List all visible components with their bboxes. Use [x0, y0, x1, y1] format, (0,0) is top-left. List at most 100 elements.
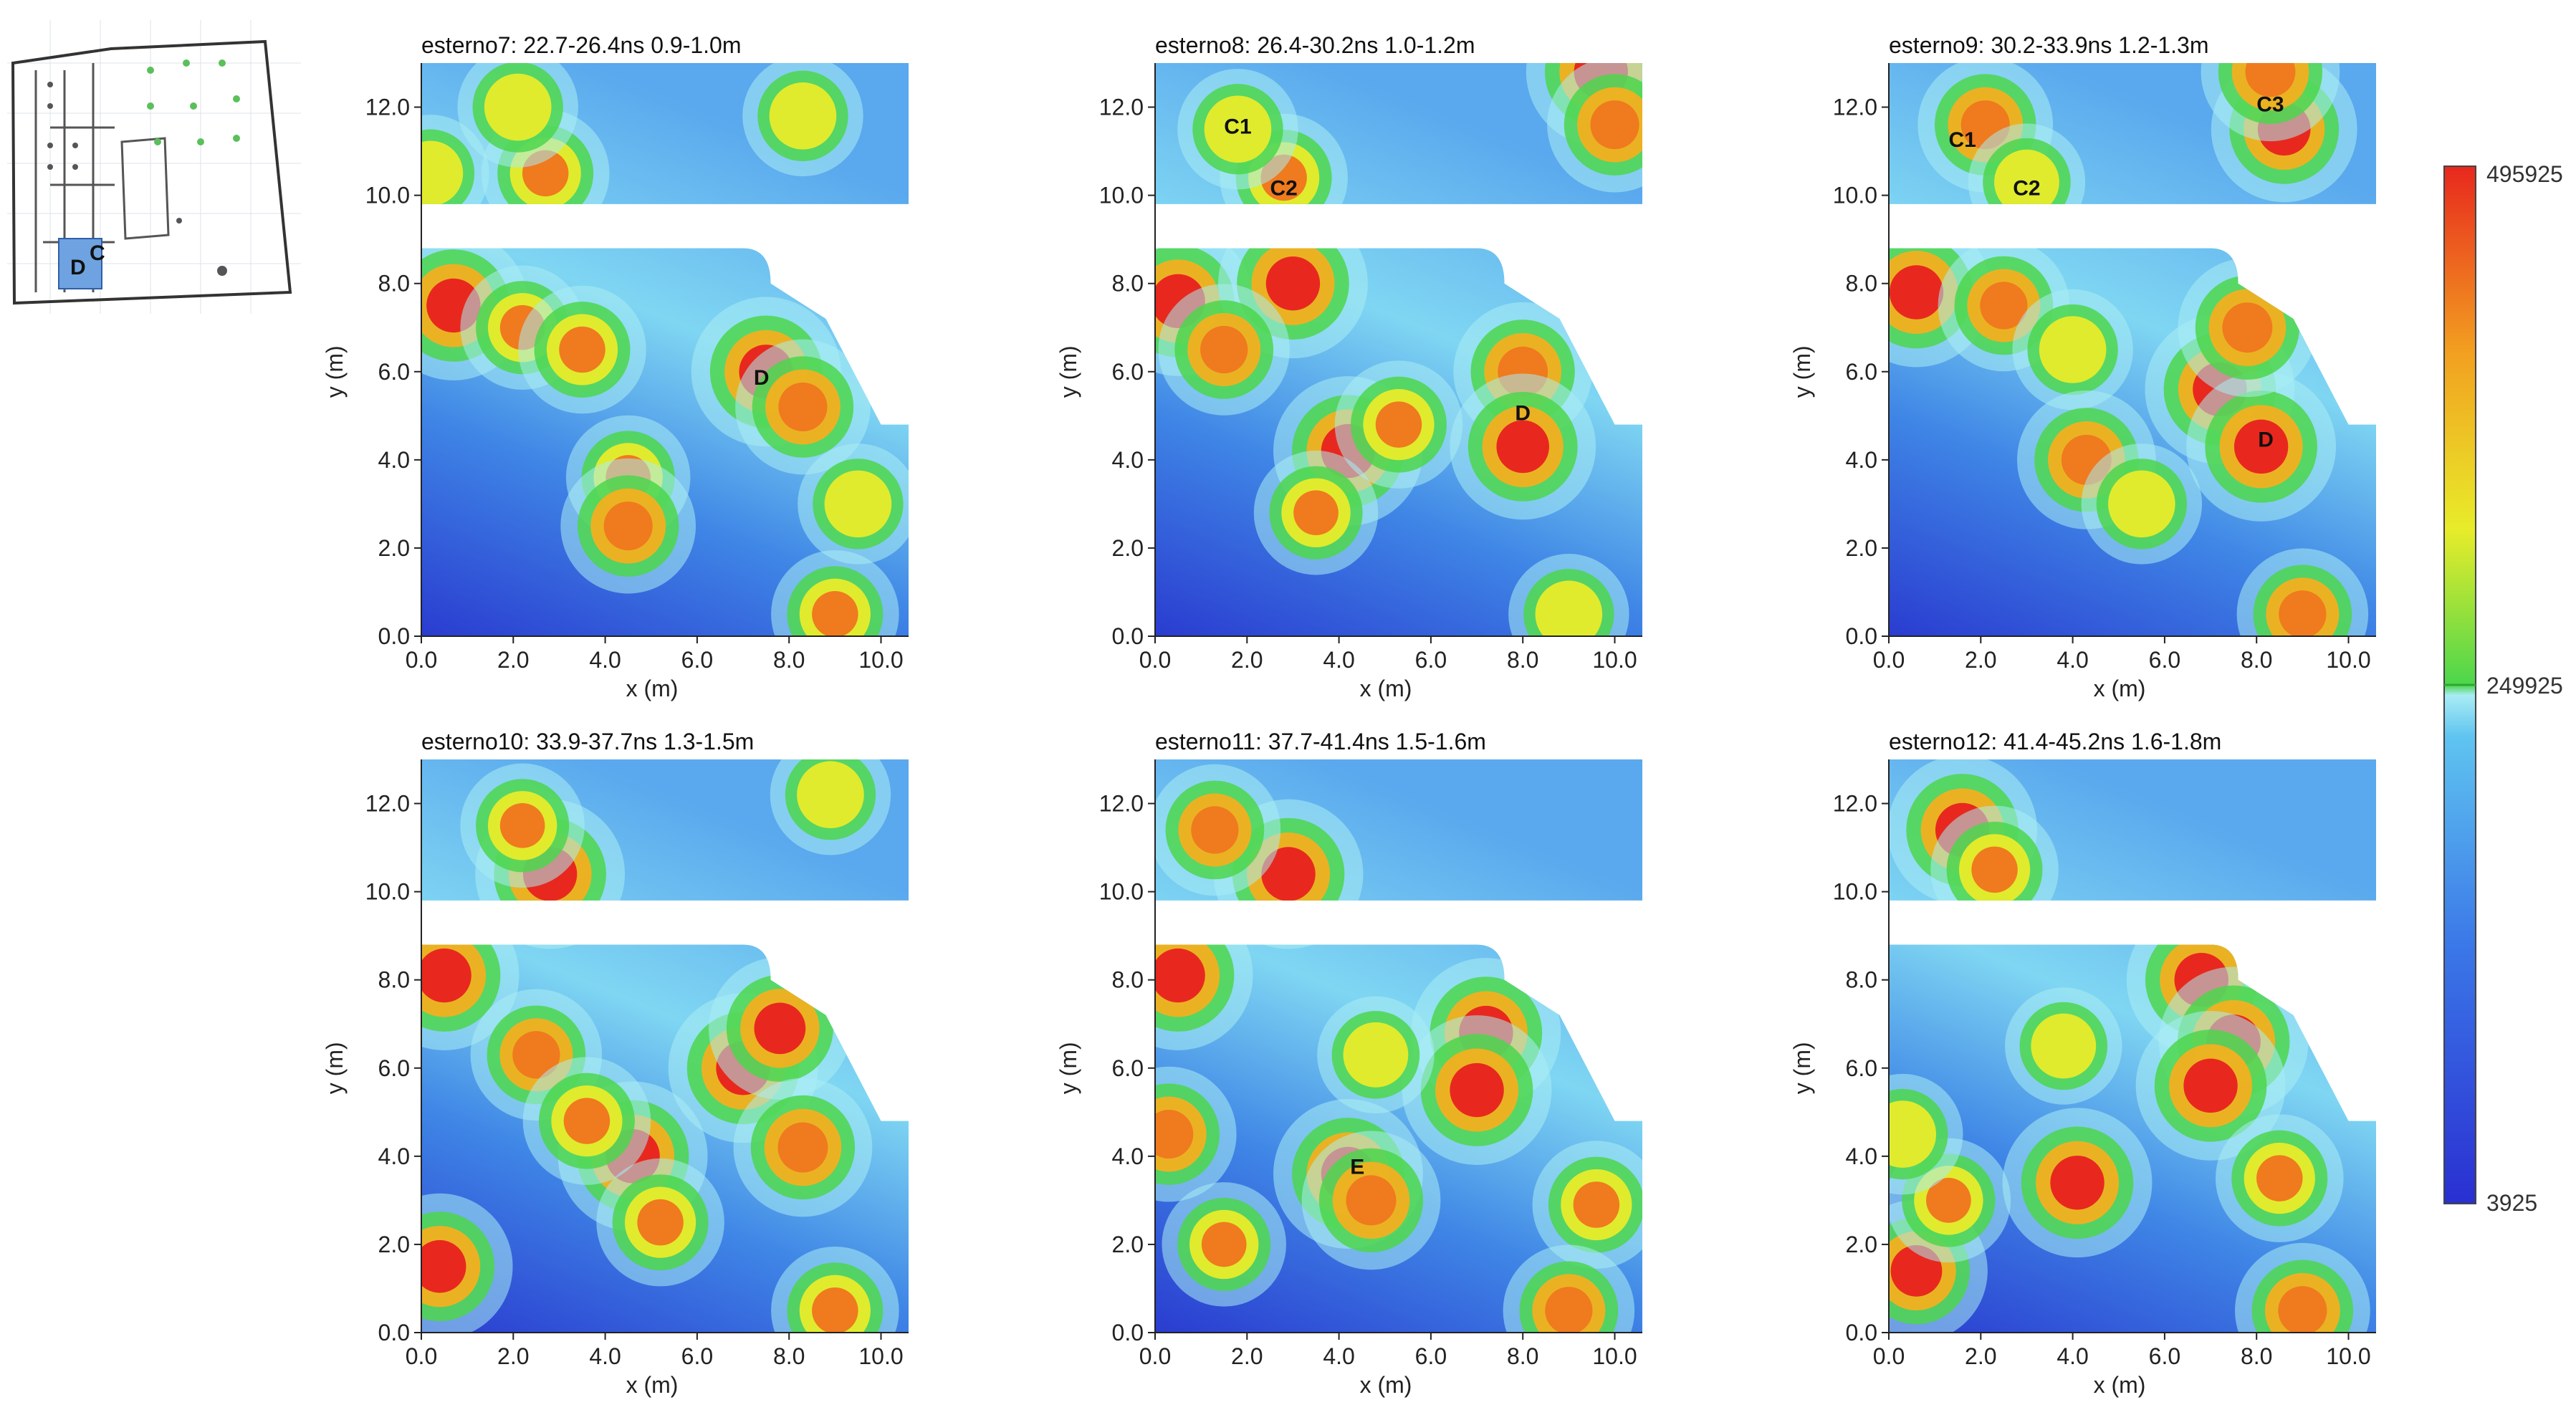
hotspot-core — [1573, 1181, 1620, 1228]
heatmap-panel-1: esterno7: 22.7-26.4ns 0.9-1.0m 0.0 2.0 4.0 6… — [322, 32, 909, 701]
colorbar-min-label: 3925 — [2486, 1190, 2537, 1216]
y-tick-label: 8.0 — [1846, 271, 1877, 297]
heatmap-field — [1155, 63, 1642, 636]
x-tick-label: 6.0 — [2149, 647, 2180, 673]
y-tick-label: 2.0 — [378, 535, 410, 561]
panel-title: esterno7: 22.7-26.4ns 0.9-1.0m — [421, 32, 742, 58]
y-tick-label: 10.0 — [365, 879, 410, 905]
x-tick-label: 8.0 — [1507, 647, 1538, 673]
hotspot-core — [1375, 401, 1422, 448]
x-tick-label: 0.0 — [1139, 647, 1171, 673]
y-tick-label: 12.0 — [1099, 791, 1144, 817]
x-tick-label: 4.0 — [2057, 1343, 2088, 1369]
y-tick-label: 6.0 — [1112, 1055, 1144, 1081]
y-axis-label: y (m) — [1789, 345, 1815, 398]
y-tick-label: 8.0 — [378, 271, 410, 297]
y-tick-label: 12.0 — [1833, 95, 1877, 120]
y-tick-label: 6.0 — [1846, 359, 1877, 385]
hotspot-core — [1590, 100, 1639, 150]
hotspot-core — [1191, 806, 1239, 854]
heatmap-panel-5: esterno11: 37.7-41.4ns 1.5-1.6m 0.0 2.0 4.0… — [1055, 729, 1642, 1398]
hotspot-core — [603, 502, 653, 551]
annotation-label: C2 — [1270, 177, 1297, 201]
hotspot-yellow — [484, 73, 552, 141]
panel-title: esterno11: 37.7-41.4ns 1.5-1.6m — [1155, 729, 1486, 754]
hotspot-core — [1261, 847, 1316, 901]
y-tick-label: 0.0 — [1846, 1320, 1877, 1345]
hotspot-core — [1450, 1062, 1504, 1118]
hotspot-core — [2256, 1155, 2303, 1201]
hotspot-core — [499, 802, 545, 848]
y-tick-label: 10.0 — [1833, 879, 1877, 905]
hotspot-core — [2278, 1286, 2327, 1333]
x-tick-label: 0.0 — [1139, 1343, 1171, 1369]
x-tick-label: 0.0 — [406, 647, 437, 673]
x-tick-label: 2.0 — [497, 1343, 529, 1369]
y-tick-label: 0.0 — [378, 623, 410, 649]
x-tick-label: 8.0 — [2241, 647, 2272, 673]
annotation-label: C1 — [1948, 128, 1976, 152]
y-tick-label: 6.0 — [378, 359, 410, 385]
hotspot-yellow — [769, 82, 837, 150]
heatmap-field — [1889, 63, 2376, 636]
annotation-label: D — [754, 366, 770, 390]
y-tick-label: 12.0 — [365, 791, 410, 817]
heatmap-field — [421, 759, 909, 1333]
site-map-label-d: D — [70, 256, 86, 279]
heatmap-panel-2: esterno8: 26.4-30.2ns 1.0-1.2m 0.0 2.0 4.0 6… — [1055, 32, 1642, 701]
x-tick-label: 4.0 — [2057, 647, 2088, 673]
y-tick-label: 10.0 — [365, 183, 410, 208]
hotspot-yellow — [1204, 95, 1272, 163]
y-tick-label: 2.0 — [1112, 535, 1144, 561]
colorbar-max-label: 495925 — [2486, 161, 2563, 187]
x-tick-label: 8.0 — [773, 647, 805, 673]
heatmap-field — [1889, 759, 2376, 1333]
hotspot-yellow — [1994, 149, 2059, 215]
x-tick-label: 4.0 — [1323, 1343, 1354, 1369]
y-tick-label: 4.0 — [1846, 1143, 1877, 1169]
y-tick-label: 8.0 — [1846, 967, 1877, 993]
heatmap-field — [1155, 759, 1642, 1333]
y-tick-label: 6.0 — [1112, 359, 1144, 385]
x-tick-label: 2.0 — [497, 647, 529, 673]
y-tick-label: 0.0 — [1112, 623, 1144, 649]
hotspot-core — [1496, 420, 1549, 474]
hotspot-core — [1201, 1222, 1247, 1267]
hotspot-core — [421, 1239, 466, 1293]
hotspot-yellow — [2031, 1013, 2097, 1079]
hotspot-yellow — [1343, 1022, 1409, 1088]
hotspot-core — [421, 948, 471, 1003]
hotspot-yellow — [2108, 470, 2175, 538]
x-tick-label: 10.0 — [2326, 647, 2370, 673]
y-axis-label: y (m) — [322, 345, 348, 398]
y-tick-label: 6.0 — [378, 1055, 410, 1081]
heatmap-panel-6: esterno12: 41.4-45.2ns 1.6-1.8m 0.0 2.0 4.0… — [1789, 729, 2376, 1398]
hotspot-core — [2233, 419, 2289, 474]
x-axis-label: x (m) — [626, 676, 679, 701]
colorbar-mid-label: 249925 — [2486, 673, 2563, 699]
hotspot-core — [1980, 282, 2028, 330]
x-axis-label: x (m) — [2094, 1372, 2146, 1398]
heatmap-field — [421, 63, 909, 636]
panel-title: esterno12: 41.4-45.2ns 1.6-1.8m — [1889, 729, 2221, 754]
heatmap-panel-4: esterno10: 33.9-37.7ns 1.3-1.5m 0.0 2.0 4.0… — [322, 729, 909, 1398]
hotspot-core — [1293, 490, 1339, 536]
x-tick-label: 4.0 — [1323, 647, 1354, 673]
x-tick-label: 2.0 — [1231, 1343, 1263, 1369]
y-tick-label: 2.0 — [1846, 535, 1877, 561]
hotspot-core — [778, 382, 828, 432]
x-axis-label: x (m) — [2094, 676, 2146, 701]
x-tick-label: 10.0 — [2326, 1343, 2370, 1369]
survey-area-marker — [58, 238, 102, 289]
hotspot-core — [2183, 1058, 2238, 1113]
y-tick-label: 0.0 — [378, 1320, 410, 1345]
y-tick-label: 4.0 — [378, 447, 410, 473]
y-tick-label: 0.0 — [1112, 1320, 1144, 1345]
hotspot-core — [777, 1122, 828, 1173]
y-axis-label: y (m) — [322, 1042, 348, 1094]
x-tick-label: 0.0 — [406, 1343, 437, 1369]
y-tick-label: 8.0 — [1112, 271, 1144, 297]
x-tick-label: 4.0 — [589, 1343, 621, 1369]
y-tick-label: 2.0 — [378, 1232, 410, 1257]
